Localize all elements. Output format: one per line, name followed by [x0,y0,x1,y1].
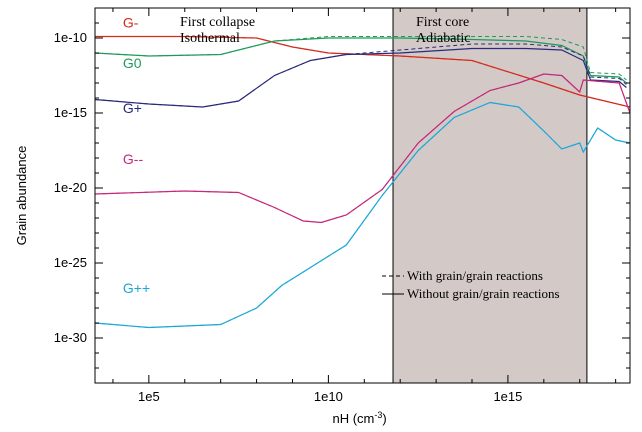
series-label-gplusplus: G++ [123,280,150,296]
legend-entry-with-grain-reactions: With grain/grain reactions [407,268,543,283]
series-label-gplus: G+ [123,100,142,116]
x-axis-title-end: ) [382,411,386,426]
y-tick-label-1: 1e-15 [54,105,87,120]
series-g0-solid [94,37,627,84]
series-label-gminusminus: G-- [123,151,144,167]
series-label-gminus: G- [123,15,139,31]
region-label-first-core: First core [416,15,469,30]
y-tick-label-0: 1e-10 [54,30,87,45]
plot-frame [94,7,631,384]
region-layer [392,8,588,383]
x-axis-title-main: nH (cm [333,411,375,426]
y-tick-label-3: 1e-25 [54,255,87,270]
series-layer: G- G0 G+ G-- G++ [94,15,631,329]
series-gplusplus-solid [94,101,631,329]
x-tick-label-1: 1e10 [314,389,343,404]
y-tick-label-2: 1e-20 [54,180,87,195]
region-label-first-collapse: First collapse [180,15,255,30]
series-g0-dashed [94,36,627,81]
legend: With grain/grain reactions Without grain… [382,268,560,301]
x-tick-label-0: 1e5 [138,389,160,404]
series-gminusminus-solid [94,73,631,224]
legend-entry-without-grain-reactions: Without grain/grain reactions [407,286,560,301]
y-axis-title: Grain abundance [14,146,29,246]
y-tick-label-4: 1e-30 [54,330,87,345]
tick-layer: 1e5 1e10 1e15 1e-10 1e-15 1e-20 1e-25 1e-30 [54,7,630,404]
x-tick-label-2: 1e15 [493,389,522,404]
x-axis-title-superscript: -3 [374,410,382,420]
region-label-isothermal: Isothermal [180,31,240,46]
series-label-g0: G0 [123,55,142,71]
series-gplus-solid [94,47,627,108]
region-shade-1 [393,8,587,383]
x-axis-title: nH (cm-3) [333,410,387,426]
region-label-adiabatic: Adiabatic [416,31,470,46]
